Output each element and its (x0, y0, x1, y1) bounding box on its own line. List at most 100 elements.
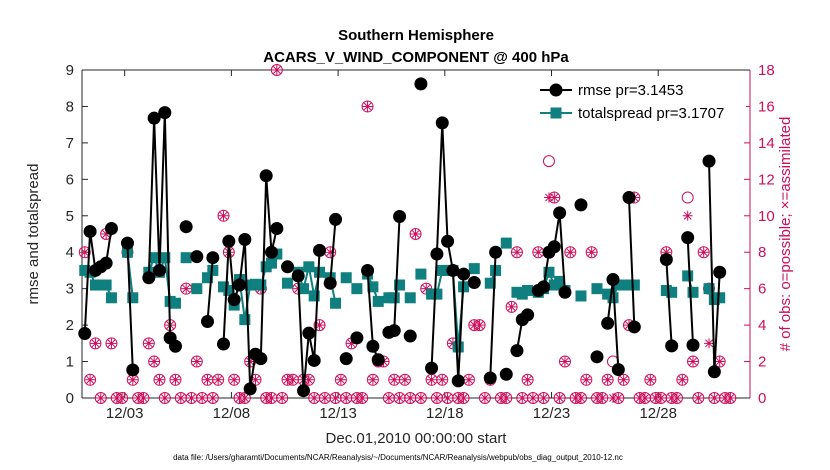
totalspread-point (255, 279, 267, 291)
x-axis-label: Dec.01,2010 00:00:00 start (326, 430, 508, 447)
obs-assimilated-point (117, 393, 128, 403)
obs-assimilated-point (533, 247, 544, 258)
obs-assimilated-point (202, 374, 213, 385)
rmse-point (483, 371, 497, 385)
x-tick-label: 12/03 (106, 405, 144, 422)
rmse-point (291, 269, 305, 283)
obs-assimilated-point (506, 301, 517, 312)
rmse-point (366, 339, 380, 353)
y-left-tick-label: 6 (66, 171, 74, 188)
rmse-point (104, 222, 118, 236)
rmse-point (313, 243, 327, 257)
y-axis-right-label: # of obs: o=possible; ×=assimilated (777, 117, 794, 352)
obs-possible-point (142, 337, 155, 350)
obs-assimilated-point (410, 229, 421, 239)
rmse-point (302, 326, 316, 340)
y-right-tick-label: 6 (758, 281, 766, 298)
obs-assimilated-point (111, 393, 122, 403)
obs-assimilated-point (602, 374, 613, 385)
rmse-point (142, 271, 156, 285)
obs-possible-point (409, 228, 422, 240)
obs-possible-point (585, 246, 598, 259)
obs-possible-point (478, 392, 491, 404)
rmse-point (702, 154, 716, 168)
obs-assimilated-point (218, 210, 229, 221)
obs-possible-point (313, 319, 326, 332)
obs-assimilated-point (511, 247, 522, 258)
rmse-point (425, 361, 439, 375)
obs-assimilated-point (458, 393, 469, 403)
obs-assimilated-point (138, 393, 149, 403)
rmse-point (547, 240, 561, 254)
totalspread-point (100, 279, 112, 291)
obs-assimilated-point (127, 374, 138, 385)
obs-assimilated-point (346, 338, 357, 349)
obs-assimilated-point (106, 338, 117, 349)
obs-assimilated-point (319, 393, 330, 403)
obs-assimilated-point (79, 247, 90, 258)
rmse-point (457, 267, 471, 281)
obs-assimilated-point (229, 374, 240, 385)
obs-assimilated-point (277, 393, 288, 403)
y-right-tick-label: 4 (758, 317, 766, 334)
rmse-line (206, 257, 214, 322)
obs-assimilated-point (426, 374, 437, 385)
obs-assimilated-point (714, 356, 725, 367)
obs-assimilated-point (650, 393, 661, 403)
obs-assimilated-point (394, 393, 405, 403)
totalspread-point (714, 292, 726, 304)
rmse-point (339, 352, 353, 366)
obs-possible-point (553, 392, 566, 404)
obs-assimilated-point (431, 393, 442, 403)
obs-possible-point (270, 64, 283, 76)
obs-possible-point (697, 246, 710, 259)
rmse-point (665, 339, 679, 353)
obs-possible-point (153, 373, 166, 386)
rmse-point (152, 263, 166, 277)
rmse-point (99, 256, 113, 270)
rmse-point (158, 106, 172, 120)
totalspread-point (351, 283, 363, 295)
obs-assimilated-point (341, 393, 352, 403)
obs-possible-point (366, 373, 379, 386)
obs-possible-point (398, 373, 411, 386)
rmse-point (78, 326, 92, 340)
rmse-point (361, 263, 375, 277)
rmse-point (403, 329, 417, 343)
obs-assimilated-point (559, 356, 570, 367)
totalspread-point (207, 264, 219, 276)
y-right-tick-label: 16 (758, 98, 775, 115)
rmse-point (521, 308, 535, 322)
rmse-point (120, 236, 134, 250)
obs-assimilated-point (613, 393, 624, 403)
totalspread-point (159, 252, 171, 264)
obs-assimilated-point (453, 393, 464, 403)
y-left-tick-label: 3 (66, 281, 74, 298)
rmse-point (233, 278, 247, 292)
rmse-line (126, 243, 134, 370)
obs-assimilated-point (309, 393, 320, 403)
obs-possible-point (676, 373, 689, 386)
totalspread-point (628, 279, 640, 291)
rmse-point (168, 339, 182, 353)
rmse-point (387, 324, 401, 338)
rmse-point (222, 234, 236, 248)
obs-assimilated-point (543, 192, 554, 203)
totalspread-point (372, 295, 384, 307)
totalspread-point (468, 263, 480, 275)
rmse-point (441, 234, 455, 248)
totalspread-point (340, 272, 352, 284)
obs-possible-point (190, 355, 203, 368)
obs-assimilated-point (367, 374, 378, 385)
y-right-tick-label: 10 (758, 208, 775, 225)
obs-assimilated-point (143, 338, 154, 349)
obs-assimilated-point (442, 393, 453, 403)
totalspread-point (682, 270, 694, 282)
obs-assimilated-point (271, 65, 282, 75)
obs-possible-point (94, 392, 107, 404)
totalspread-point (703, 283, 715, 295)
rmse-point (622, 191, 636, 205)
rmse-point (446, 263, 460, 277)
totalspread-point (484, 277, 496, 289)
rmse-line (489, 252, 497, 378)
